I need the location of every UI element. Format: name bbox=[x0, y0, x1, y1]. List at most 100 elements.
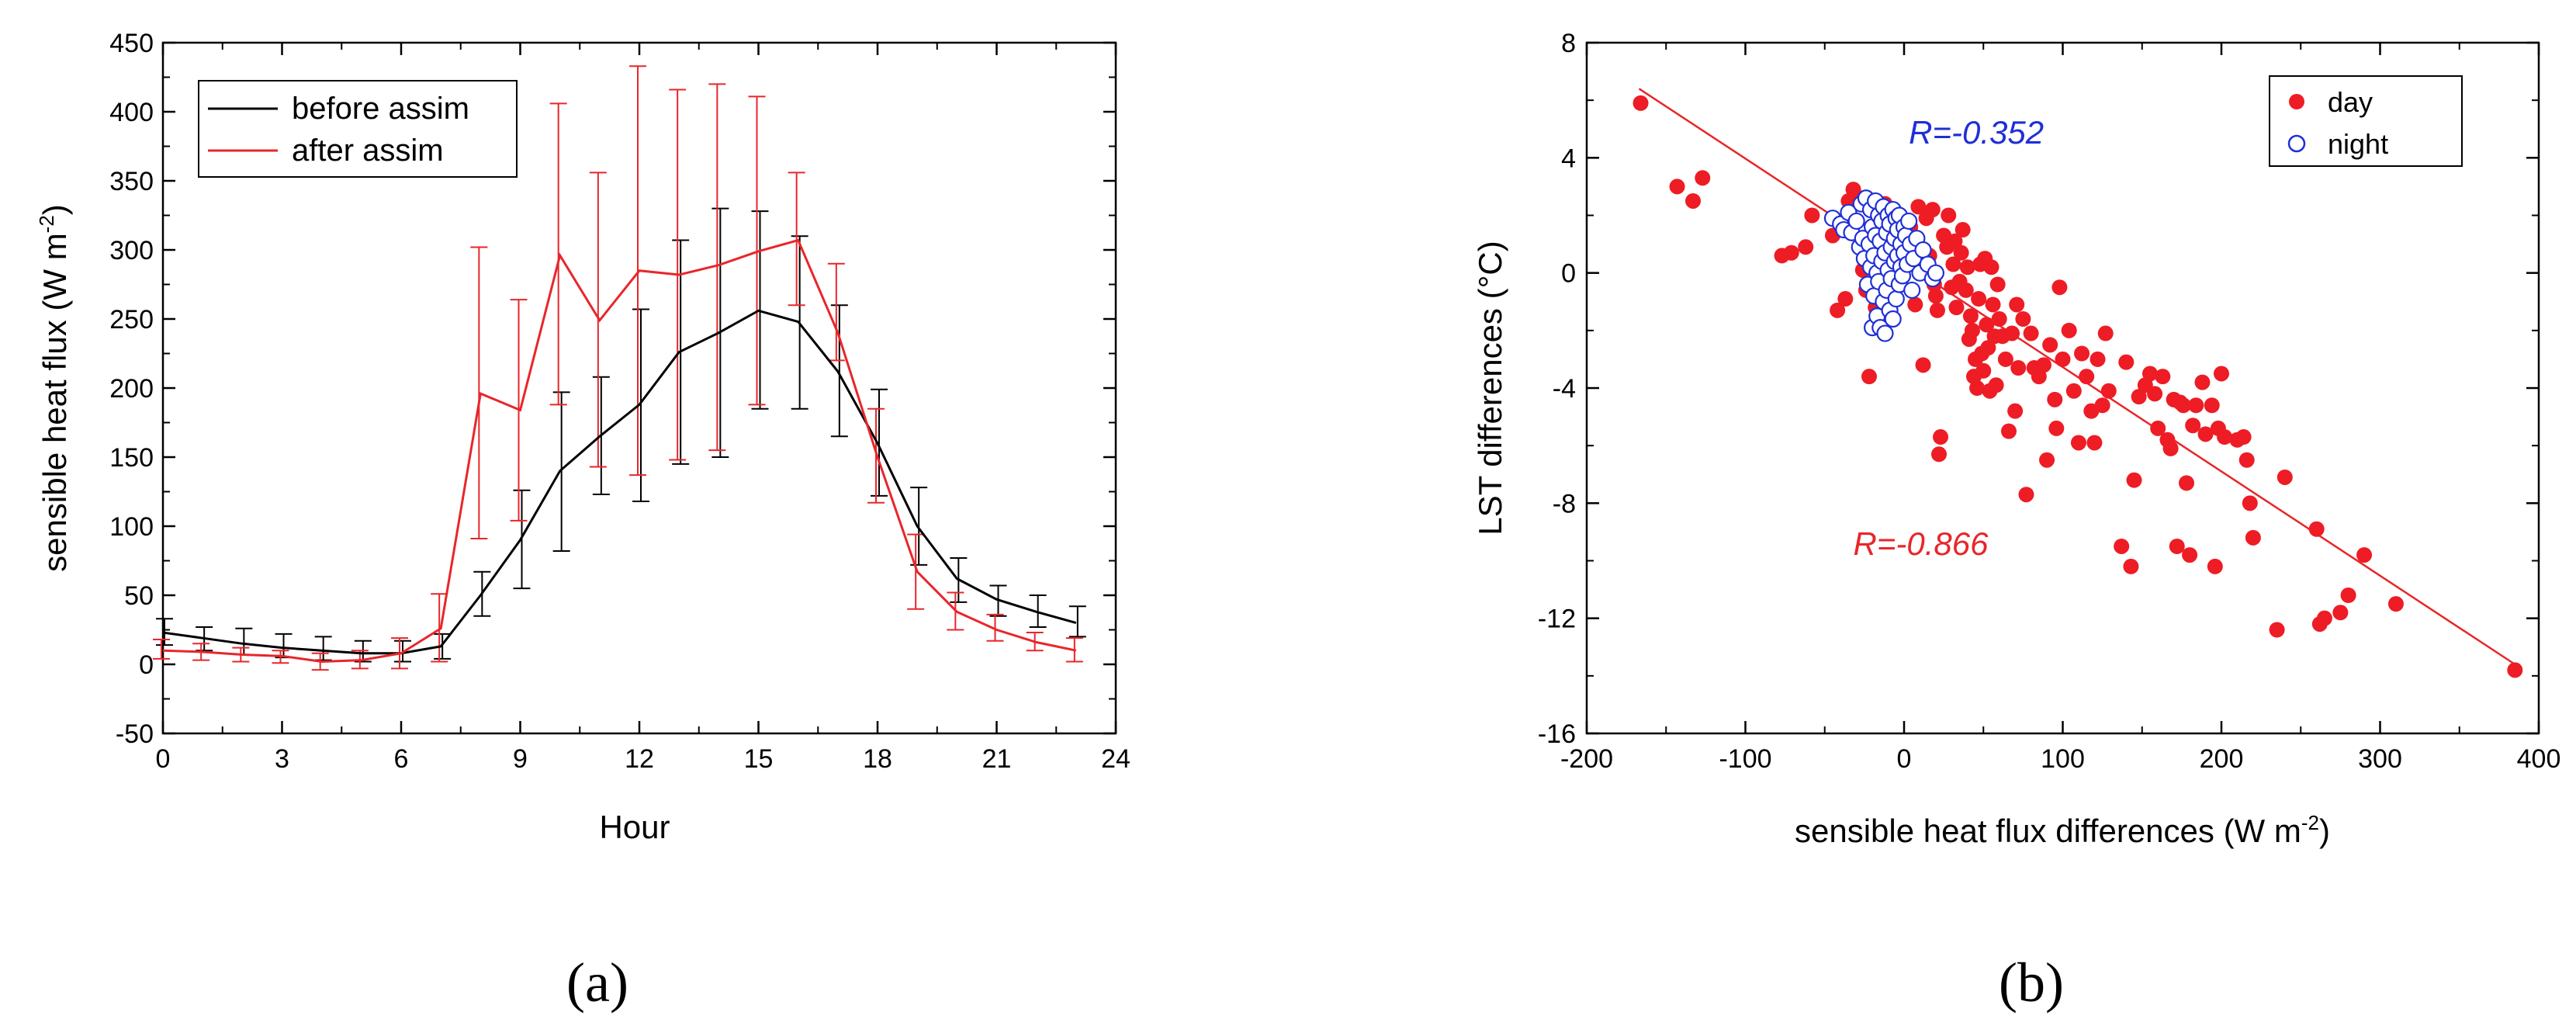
chart-b-point-day bbox=[1985, 296, 2001, 313]
chart-a-series-line-before bbox=[162, 309, 1077, 655]
chart-b-point-day bbox=[2061, 322, 2077, 338]
chart-b-point-day bbox=[2123, 558, 2139, 574]
chart-a-y-axis-label-main: sensible heat flux (W m bbox=[36, 233, 73, 572]
chart-b-x-tick-label: 100 bbox=[2041, 744, 2085, 774]
chart-b-point-night bbox=[1900, 212, 1918, 231]
chart-b-point-day bbox=[2387, 596, 2404, 612]
chart-b-point-day bbox=[2175, 397, 2191, 414]
chart-b-point-day bbox=[1941, 207, 1957, 224]
chart-b-y-tick-label: -8 bbox=[1553, 489, 1576, 518]
chart-b-point-day bbox=[2047, 391, 2063, 407]
chart-b-point-day bbox=[2114, 538, 2130, 554]
chart-b-point-day bbox=[2507, 662, 2523, 678]
chart-b-point-day bbox=[2018, 487, 2034, 503]
chart-b-x-axis-label-sup: -2 bbox=[2301, 811, 2319, 834]
chart-a-x-tick-label: 3 bbox=[275, 744, 289, 774]
chart-b-point-day bbox=[2009, 296, 2025, 313]
chart-b-point-night bbox=[1903, 281, 1921, 300]
chart-b-point-day bbox=[1989, 276, 2006, 293]
chart-b-point-day bbox=[1804, 207, 1820, 224]
chart-b-point-day bbox=[2065, 383, 2082, 399]
chart-b-point-day bbox=[2007, 403, 2024, 419]
chart-a-y-tick-label: 100 bbox=[109, 512, 154, 542]
chart-b-point-night bbox=[1884, 310, 1902, 328]
chart-b-x-tick-label: -100 bbox=[1719, 744, 1771, 774]
chart-a-y-tick-label: 350 bbox=[109, 167, 154, 196]
chart-b-regression-line bbox=[1638, 88, 2516, 666]
chart-b-point-day bbox=[2010, 360, 2027, 376]
chart-b-x-tick-label: 0 bbox=[1897, 744, 1912, 774]
chart-b-point-day bbox=[2042, 337, 2058, 353]
chart-a-y-tick-label: -50 bbox=[116, 719, 154, 749]
chart-b-y-tick-label: -4 bbox=[1553, 374, 1576, 404]
chart-b-point-day bbox=[1861, 369, 1878, 385]
chart-b-point-day bbox=[1948, 300, 1965, 316]
chart-b-point-night bbox=[1914, 241, 1932, 259]
chart-b-y-axis-label: LST differences (°C) bbox=[1472, 241, 1508, 535]
chart-b-x-axis-label-main: sensible heat flux differences (W m bbox=[1795, 813, 2301, 849]
chart-b-point-day bbox=[2055, 351, 2071, 367]
chart-b-point-day bbox=[1947, 233, 1963, 249]
panel-label-a: (a) bbox=[566, 951, 628, 1014]
chart-a-y-tick-label: 0 bbox=[139, 650, 154, 680]
chart-b-point-night bbox=[1887, 289, 1905, 308]
chart-b-point-day bbox=[2308, 521, 2325, 537]
chart-b-point-day bbox=[1979, 317, 1995, 333]
chart-b-point-day bbox=[1969, 380, 1986, 396]
chart-b-point-day bbox=[1907, 296, 1923, 313]
chart-b-y-tick-label: -12 bbox=[1538, 605, 1576, 634]
chart-b-point-day bbox=[2245, 529, 2261, 546]
chart-b-point-day bbox=[2131, 389, 2147, 405]
chart-b-point-day bbox=[2340, 588, 2356, 603]
chart-b-point-day bbox=[1959, 259, 1975, 276]
chart-b-point-day bbox=[2086, 435, 2103, 451]
chart-b-point-day bbox=[2238, 452, 2255, 468]
chart-a-tick-labels: 0 3 6 9 12 15 18 21 24-5005010015020025030035040… bbox=[109, 29, 1130, 774]
chart-b-point-day bbox=[1915, 357, 1931, 373]
chart-b-regression bbox=[1638, 88, 2516, 666]
chart-b-point-day bbox=[1927, 288, 1944, 304]
chart-b-point-day bbox=[1962, 308, 1979, 324]
chart-b-point-day bbox=[1695, 170, 1711, 186]
chart-a-x-tick-label: 12 bbox=[625, 744, 654, 774]
chart-b-point-day bbox=[2100, 383, 2117, 399]
chart-b-point-day bbox=[2182, 547, 2198, 563]
chart-b-point-day bbox=[2051, 279, 2068, 296]
chart-a-x-tick-label: 9 bbox=[513, 744, 528, 774]
chart-a-x-tick-label: 15 bbox=[744, 744, 774, 774]
chart-b-point-day bbox=[1991, 311, 2007, 327]
chart-a-y-tick-label: 450 bbox=[109, 29, 154, 58]
chart-b-point-day bbox=[2217, 429, 2233, 445]
chart-b-point-day bbox=[1958, 282, 1974, 298]
chart-b-point-day bbox=[2023, 325, 2039, 341]
chart-b-x-axis-label-close: ) bbox=[2319, 813, 2330, 849]
chart-b-point-night bbox=[1847, 212, 1865, 231]
chart-b-legend-marker-day bbox=[2289, 94, 2304, 109]
chart-b-point-day bbox=[1980, 340, 1996, 356]
chart-b-point-day bbox=[2097, 325, 2114, 341]
chart-b-point-day bbox=[1783, 244, 1799, 261]
chart-b-point-day bbox=[1930, 446, 1947, 463]
chart-a-series-line-after bbox=[162, 238, 1077, 663]
chart-b-y-tick-label: 8 bbox=[1561, 29, 1576, 58]
chart-a-y-tick-label: 400 bbox=[109, 98, 154, 127]
chart-b-axis-ticks bbox=[1585, 41, 2540, 735]
chart-b-point-day bbox=[1945, 256, 1961, 272]
chart-a-axis-ticks bbox=[161, 41, 1117, 735]
chart-a-legend-box bbox=[198, 80, 518, 178]
chart-a-y-tick-label: 250 bbox=[109, 305, 154, 334]
chart-b-point-day bbox=[2074, 345, 2090, 362]
chart-b-point-day bbox=[1633, 95, 1649, 111]
chart-b-point-day bbox=[1997, 351, 2013, 367]
chart-b-point-day bbox=[1975, 362, 1992, 379]
chart-b-points bbox=[1633, 95, 2523, 678]
chart-a-y-tick-label: 150 bbox=[109, 443, 154, 473]
chart-b-point-day bbox=[2242, 495, 2258, 511]
chart-b-y-tick-label: 4 bbox=[1561, 144, 1576, 173]
chart-b-point-day bbox=[1983, 259, 2000, 276]
chart-b-point-day bbox=[1685, 192, 1702, 209]
chart-b-point-night bbox=[1876, 324, 1894, 342]
chart-b-point-day bbox=[2269, 622, 2285, 638]
chart-b-point-day bbox=[2004, 325, 2020, 341]
chart-b-point-day bbox=[1953, 244, 1969, 261]
